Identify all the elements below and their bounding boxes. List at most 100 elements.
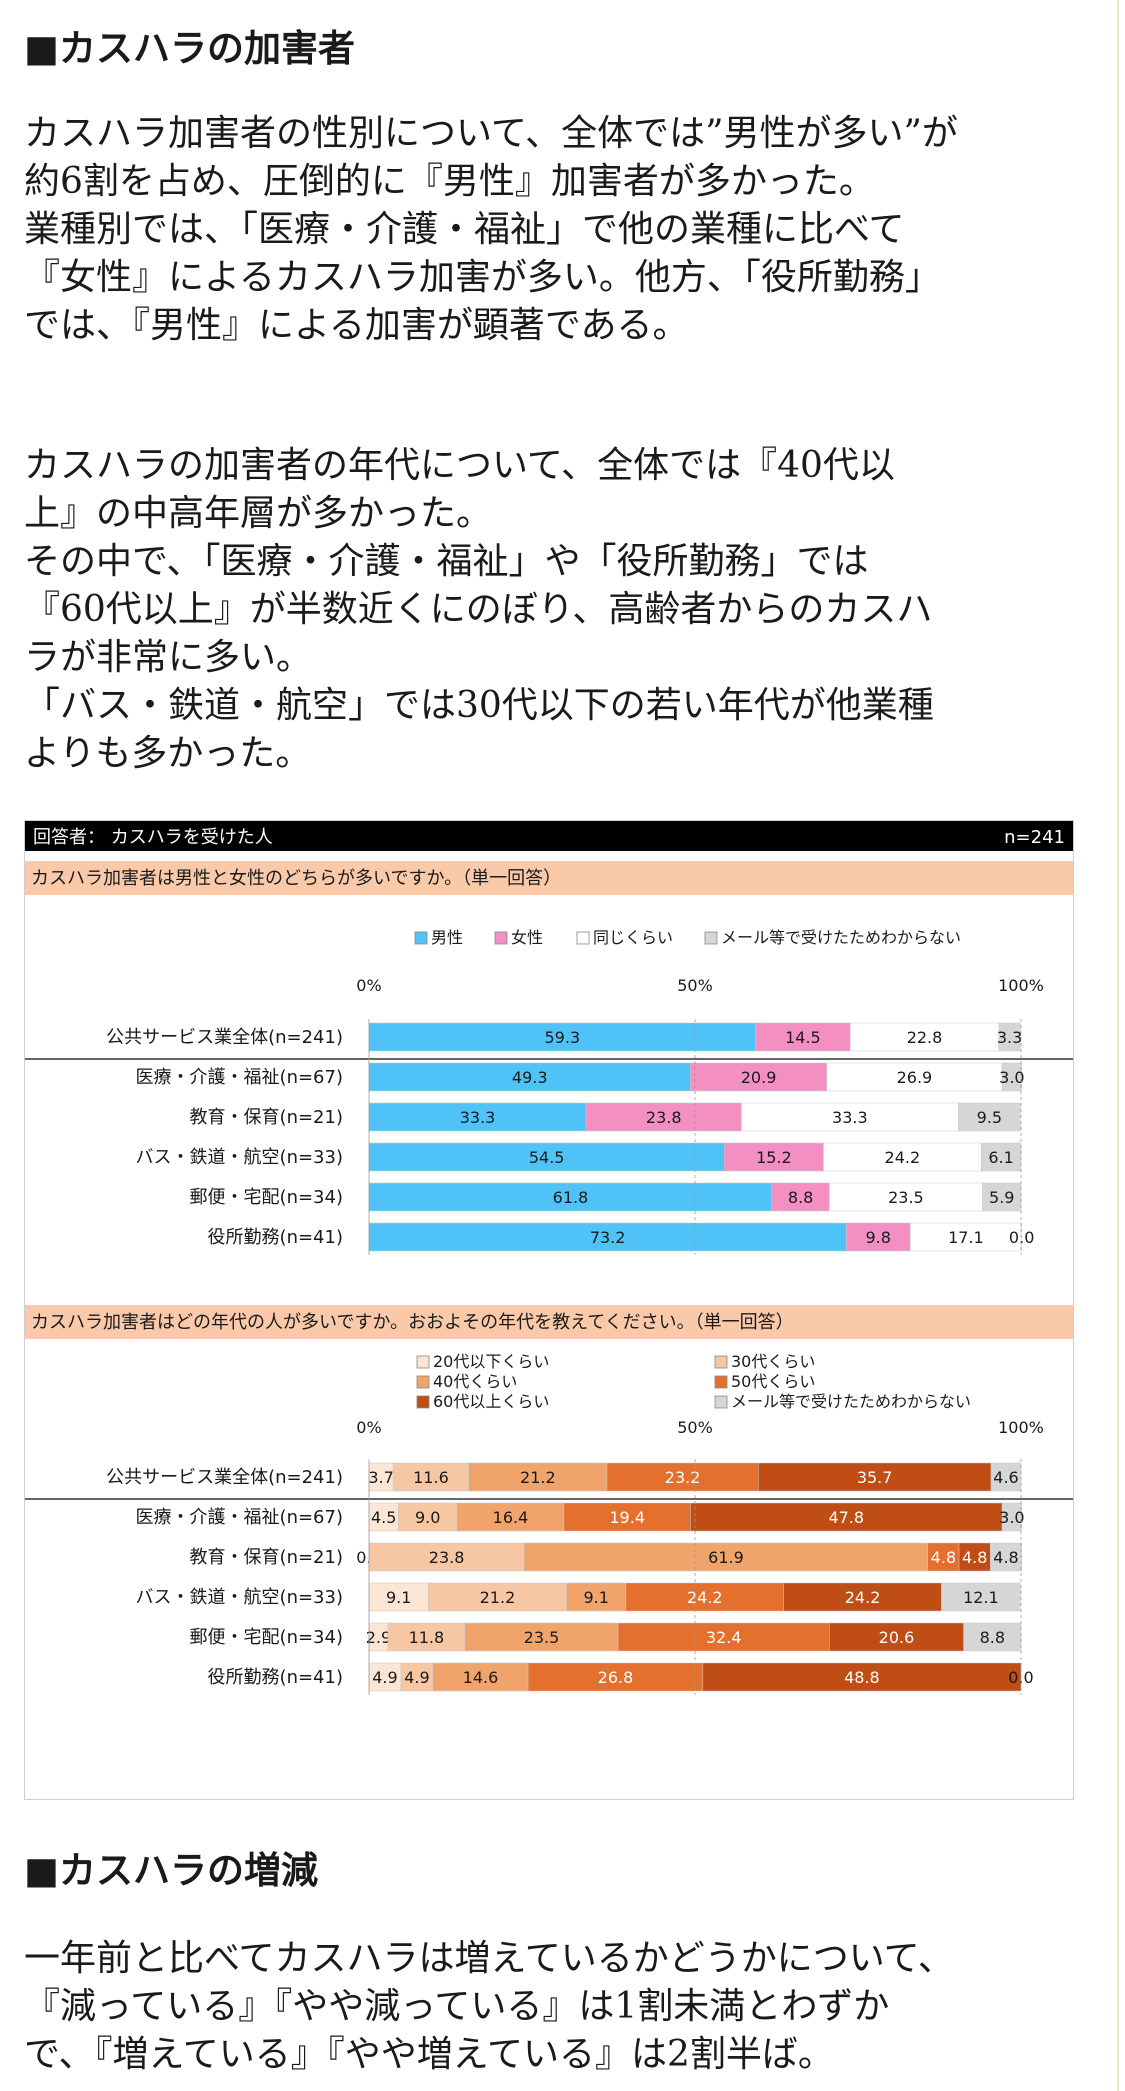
page-edge-line — [1117, 0, 1119, 2091]
bar-segment — [690, 1062, 827, 1092]
data-label: 4.6 — [993, 1468, 1018, 1487]
bar-segment — [368, 1142, 725, 1172]
text-line: 「バス・鉄道・航空」では30代以下の若い年代が他業種 — [24, 685, 934, 726]
data-label: 24.2 — [885, 1148, 921, 1167]
bar-segment — [368, 1662, 402, 1692]
bar-segment — [368, 1582, 429, 1612]
question-band — [25, 861, 1073, 895]
bar-segment — [468, 1462, 608, 1492]
data-label: 8.8 — [788, 1188, 813, 1207]
chart-title: カスハラ加害者は男性と女性のどちらが多いですか。（単一回答） — [31, 868, 561, 889]
category-label: 役所勤務(n=41) — [208, 1667, 343, 1688]
data-label: 3.0 — [999, 1508, 1024, 1527]
category-label: 役所勤務(n=41) — [208, 1227, 343, 1248]
data-label: 4.9 — [372, 1668, 397, 1687]
bar-segment — [783, 1582, 942, 1612]
bar-segment — [368, 1102, 587, 1132]
legend-swatch — [704, 931, 718, 945]
data-label: 26.8 — [598, 1668, 634, 1687]
bar-segment — [823, 1142, 982, 1172]
data-label: 4.8 — [962, 1548, 987, 1567]
data-label: 26.9 — [897, 1068, 933, 1087]
data-label: 17.1 — [948, 1228, 984, 1247]
bar-segment — [958, 1102, 1021, 1132]
text-line: カスハラ加害者の性別について、全体では”男性が多い”が — [24, 113, 958, 154]
data-label: 4.8 — [993, 1548, 1018, 1567]
category-label: バス・鉄道・航空(n=33) — [136, 1147, 343, 1168]
category-label: 公共サービス業全体(n=241) — [106, 1467, 343, 1488]
respondents-label: 回答者： カスハラを受けた人 — [33, 827, 273, 848]
bar-segment — [990, 1462, 1022, 1492]
chart-header-bar — [25, 821, 1073, 851]
bar-segment — [690, 1502, 1003, 1532]
bar-segment — [368, 1222, 847, 1252]
bar-segment — [980, 1142, 1022, 1172]
data-label: 23.5 — [524, 1628, 560, 1647]
bar-segment — [368, 1502, 399, 1532]
data-label: 61.8 — [553, 1188, 589, 1207]
category-label: 教育・保育(n=21) — [190, 1547, 343, 1568]
text-line: では、『男性』による加害が顕著である。 — [24, 305, 689, 346]
bar-segment — [456, 1502, 565, 1532]
bar-segment — [400, 1662, 434, 1692]
text-line: その中で、「医療・介護・福祉」や「役所勤務」では — [24, 541, 869, 582]
bar-segment — [927, 1542, 960, 1572]
bar-segment — [998, 1022, 1021, 1052]
data-label: 33.3 — [460, 1108, 496, 1127]
bar-segment — [368, 1542, 525, 1572]
axis-tick-label: 0% — [356, 1418, 381, 1437]
axis-tick-label: 100% — [998, 976, 1044, 995]
data-label: 3.7 — [368, 1468, 393, 1487]
stacked-bar-charts: 回答者： カスハラを受けた人 n=241 カスハラ加害者は男性と女性のどちらが多いで… — [25, 821, 1073, 1695]
data-label: 9.8 — [865, 1228, 890, 1247]
category-label: 医療・介護・福祉(n=67) — [136, 1067, 343, 1088]
data-label: 19.4 — [609, 1508, 645, 1527]
paragraph-change: 一年前と比べてカスハラは増えているかどうかについて、 『減っている』『やや減って… — [24, 1935, 1104, 2079]
paragraph-gender: カスハラ加害者の性別について、全体では”男性が多い”が 約6割を占め、圧倒的に『… — [24, 110, 1104, 350]
legend-label: 50代くらい — [731, 1372, 815, 1391]
bar-segment — [741, 1102, 959, 1132]
bar-segment — [368, 1022, 756, 1052]
data-label: 23.5 — [888, 1188, 924, 1207]
data-label: 9.1 — [386, 1588, 411, 1607]
data-label: 4.5 — [371, 1508, 396, 1527]
paragraph-age: カスハラの加害者の年代について、全体では『40代以 上』の中高年層が多かった。 … — [24, 442, 1104, 778]
bar-segment — [398, 1502, 458, 1532]
legend-swatch — [414, 931, 428, 945]
bar-segment — [606, 1462, 759, 1492]
bar-segment — [990, 1542, 1022, 1572]
legend-swatch — [416, 1375, 430, 1389]
sample-size-label: n=241 — [1004, 827, 1065, 848]
legend-label: 20代以下くらい — [433, 1352, 549, 1371]
data-label: 47.8 — [828, 1508, 864, 1527]
bar-segment — [963, 1622, 1022, 1652]
data-label: 23.8 — [429, 1548, 465, 1567]
bar-segment — [392, 1462, 470, 1492]
data-label: 12.1 — [963, 1588, 999, 1607]
text-line: ラが非常に多い。 — [24, 637, 313, 678]
data-label: 33.3 — [832, 1108, 868, 1127]
bar-segment — [958, 1542, 991, 1572]
category-label: 教育・保育(n=21) — [190, 1107, 343, 1128]
data-label: 24.2 — [687, 1588, 723, 1607]
category-label: 公共サービス業全体(n=241) — [106, 1027, 343, 1048]
bar-segment — [982, 1182, 1022, 1212]
data-label: 16.4 — [493, 1508, 529, 1527]
data-label: 15.2 — [756, 1148, 792, 1167]
legend-label: 男性 — [431, 928, 463, 947]
bar-segment — [846, 1222, 911, 1252]
bar-segment — [1001, 1062, 1022, 1092]
data-label: 22.8 — [907, 1028, 943, 1047]
legend-swatch — [714, 1375, 728, 1389]
data-label: 35.7 — [857, 1468, 893, 1487]
legend-label: メール等で受けたためわからない — [721, 928, 961, 947]
legend-swatch — [714, 1395, 728, 1409]
data-label: 0.0 — [1009, 1228, 1034, 1247]
text-line: 『女性』によるカスハラ加害が多い。他方、「役所勤務」 — [24, 257, 941, 298]
text-line: 一年前と比べてカスハラは増えているかどうかについて、 — [24, 1938, 954, 1979]
axis-tick-label: 50% — [677, 1418, 713, 1437]
bar-segment — [527, 1662, 704, 1692]
text-line: 業種別では、「医療・介護・福祉」で他の業種に比べて — [24, 209, 905, 250]
section-heading-perpetrators: ■カスハラの加害者 — [24, 26, 355, 70]
bar-segment — [387, 1622, 466, 1652]
